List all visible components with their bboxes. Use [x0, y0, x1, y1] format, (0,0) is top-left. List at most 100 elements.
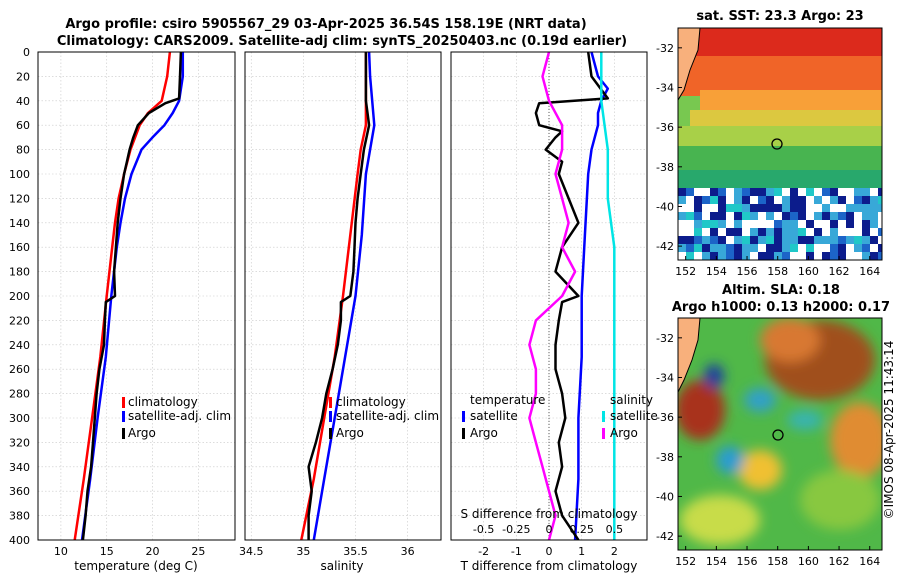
sst-pixel [726, 212, 734, 220]
sst-pixel [726, 244, 734, 252]
sst-pixel [750, 220, 758, 228]
x2-tick-label: -0.5 [473, 523, 494, 536]
lat-tick-label: -40 [656, 200, 674, 213]
sst-pixel [686, 228, 694, 236]
sst-pixel [686, 244, 694, 252]
sst-pixel [726, 204, 734, 212]
depth-axis: 0 20 40 60 80 100 120 140 160 180 200 220 240 260 280 3… [9, 46, 30, 547]
sst-pixel [694, 212, 702, 220]
sst-pixel [686, 236, 694, 244]
sst-pixel [870, 228, 878, 236]
sst-pixel [846, 220, 854, 228]
sst-pixel [854, 236, 862, 244]
sst-pixel [806, 220, 814, 228]
temperature-xlabel: temperature (deg C) [74, 559, 197, 573]
sst-pixel [734, 244, 742, 252]
x2-tick-label: 0.5 [606, 523, 624, 536]
sst-pixel [878, 212, 882, 220]
depth-tick-label: 200 [9, 290, 30, 303]
sst-pixel [694, 244, 702, 252]
sst-pixel [790, 252, 798, 260]
salinity-axes [244, 51, 442, 541]
sst-pixel [830, 252, 838, 260]
sst-pixel [878, 228, 882, 236]
legend-s-satellite: satellite [610, 409, 658, 423]
series-line-satellite-adj-clim [80, 52, 185, 540]
x-tick-label: 36 [401, 545, 415, 558]
sst-pixel [686, 252, 694, 260]
sst-pixel [822, 188, 830, 196]
legend-temperature-title: temperature [470, 393, 545, 407]
sst-pixel [798, 220, 806, 228]
series-line-argo [81, 52, 183, 540]
lon-tick-label: 164 [859, 265, 880, 278]
sst-pixel [758, 228, 766, 236]
sst-pixel [758, 204, 766, 212]
lon-tick-label: 154 [706, 555, 727, 568]
legend-argo: Argo [128, 426, 156, 440]
sst-pixel [862, 220, 870, 228]
legend-argo: Argo [336, 426, 364, 440]
sst-pixel [726, 236, 734, 244]
series-line-climatology [73, 52, 172, 540]
argo-location-marker [771, 138, 783, 150]
sst-pixel [870, 244, 878, 252]
sst-pixel [806, 228, 814, 236]
sst-pixel [678, 188, 686, 196]
sst-pixel [774, 204, 782, 212]
temperature-panel: 10 15 20 25 temperature (deg C) [37, 51, 236, 573]
x-tick-label: -1 [511, 545, 522, 558]
sst-pixel [870, 236, 878, 244]
sst-pixel [790, 188, 798, 196]
sst-pixel [870, 252, 878, 260]
depth-tick-label: 0 [23, 46, 30, 59]
sst-pixel [822, 228, 830, 236]
sst-pixel [686, 196, 694, 204]
sst-pixel [798, 244, 806, 252]
salinity-legend: climatology satellite-adj. clim Argo [329, 395, 439, 440]
sst-pixel [846, 228, 854, 236]
sst-pixel [702, 204, 710, 212]
sla-map-title-line1: Altim. SLA: 0.18 [722, 283, 840, 298]
sst-pixel [774, 212, 782, 220]
lat-tick-label: -38 [656, 451, 674, 464]
sst-pixel [758, 244, 766, 252]
sst-pixel [814, 228, 822, 236]
depth-tick-label: 120 [9, 192, 30, 205]
difference-panel: -2 -1 0 1 2 -0.5 -0.25 0 0.25 0.5 T difference fr… [450, 51, 648, 573]
sst-pixel [750, 204, 758, 212]
sst-pixel [702, 244, 710, 252]
temperature-axes [37, 51, 236, 541]
series-line-salinity-argo [528, 52, 577, 540]
sst-pixel [726, 188, 734, 196]
depth-tick-label: 180 [9, 266, 30, 279]
sst-pixel [742, 220, 750, 228]
main-title-line1: Argo profile: csiro 5905567_29 03-Apr-20… [65, 17, 586, 32]
sst-pixel [862, 228, 870, 236]
depth-tick-label: 140 [9, 217, 30, 230]
sst-pixel [710, 228, 718, 236]
sst-pixel [766, 204, 774, 212]
x-tick-label: 34.5 [239, 545, 264, 558]
legend-salinity-title: salinity [610, 393, 653, 407]
sst-pixel [814, 204, 822, 212]
sla-map-title-line2: Argo h1000: 0.13 h2000: 0.17 [672, 300, 890, 315]
sst-pixel [806, 212, 814, 220]
sst-pixel [790, 196, 798, 204]
sst-pixel [806, 252, 814, 260]
depth-tick-label: 380 [9, 510, 30, 523]
x-tick-label: 25 [191, 545, 205, 558]
sst-pixel [718, 204, 726, 212]
sst-pixel [846, 196, 854, 204]
sst-pixel [718, 196, 726, 204]
sst-pixel [854, 228, 862, 236]
sst-pixel [846, 212, 854, 220]
x-tick-label: 10 [54, 545, 68, 558]
sst-pixel [710, 188, 718, 196]
depth-tick-label: 300 [9, 412, 30, 425]
sst-pixel [750, 188, 758, 196]
x2-tick-label: 0.25 [569, 523, 594, 536]
legend-climatology: climatology [128, 395, 198, 409]
argo-location-marker [772, 429, 784, 441]
sst-pixel [750, 236, 758, 244]
